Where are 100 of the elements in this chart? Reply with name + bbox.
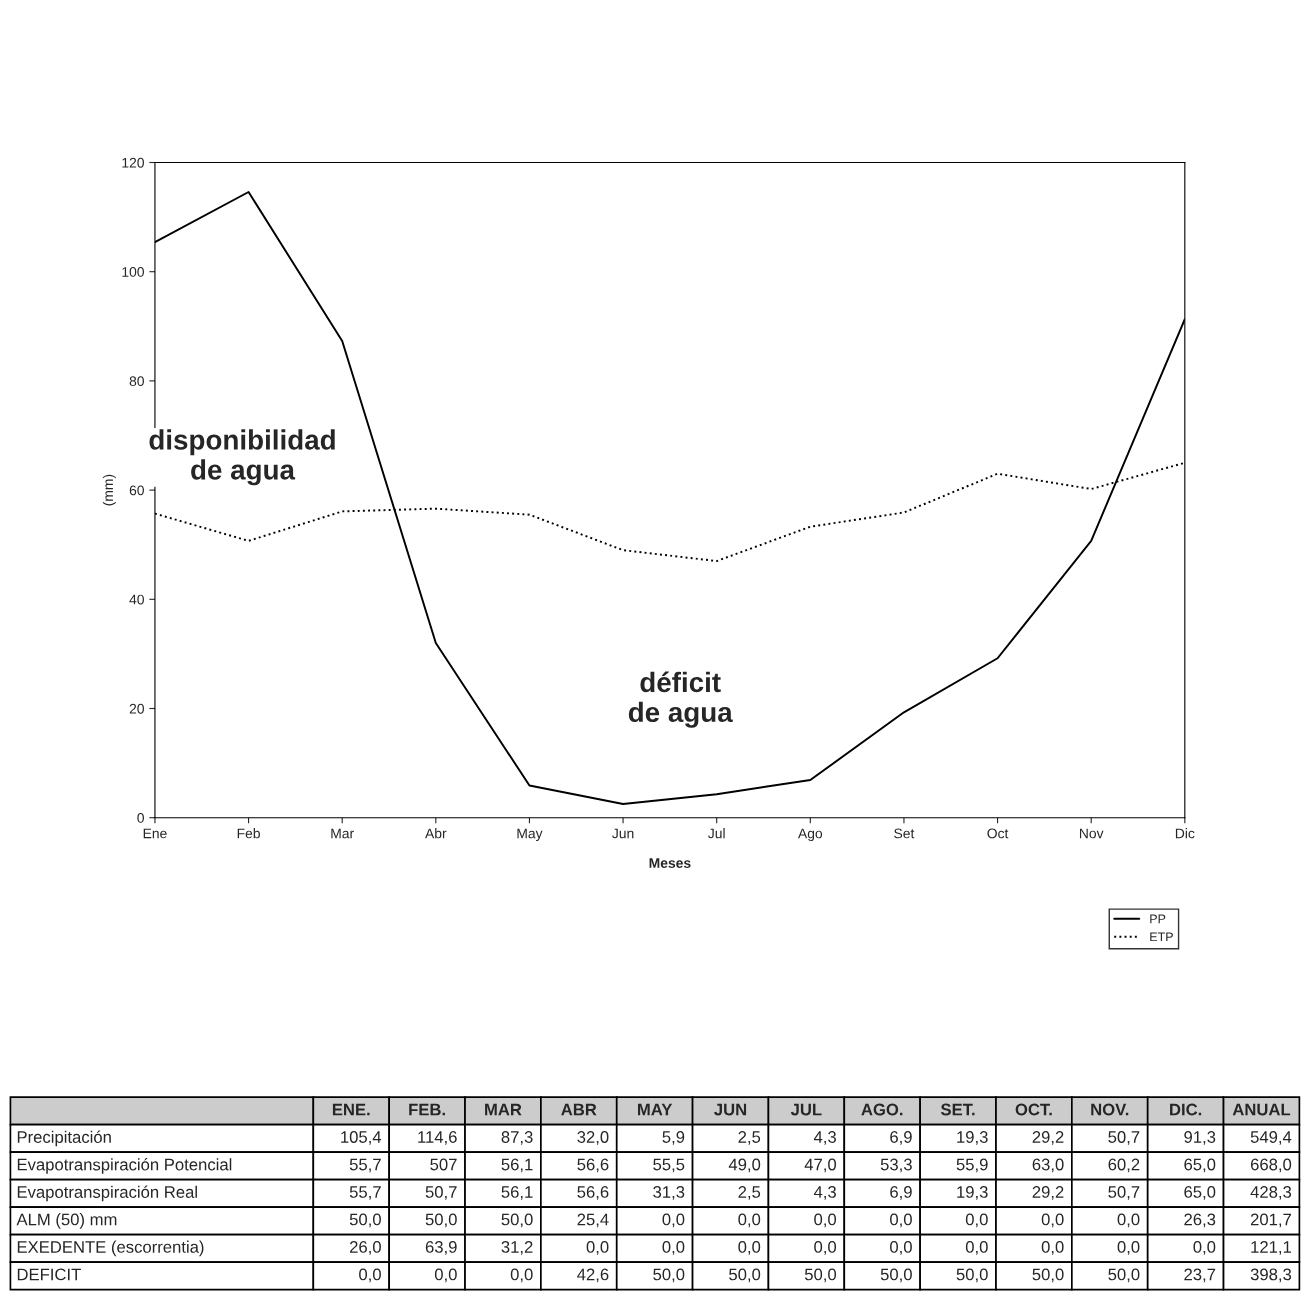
data-label: 25,4 (577, 1213, 609, 1228)
x-tick-label: Abr (425, 828, 447, 839)
category-label: ENE. (332, 1103, 370, 1116)
annotation: disponibilidad de agua (149, 429, 335, 486)
category-label: ABR (561, 1103, 597, 1116)
data-label: 65,0 (1184, 1158, 1216, 1173)
data-label: 114,6 (418, 1131, 457, 1145)
data-label: 26,0 (350, 1241, 381, 1255)
x-tick-label: Mar (331, 828, 354, 839)
data-label: 29,2 (1032, 1186, 1064, 1200)
x-tick-label: Ene (143, 828, 167, 839)
y-axis-title: (mm) (102, 474, 116, 506)
category-label: NOV. (1091, 1103, 1129, 1116)
data-label: 2,5 (738, 1131, 761, 1145)
category-label: FEB. (409, 1103, 445, 1116)
y-tick-label: 0 (137, 813, 144, 823)
category-label: MAR (485, 1103, 522, 1116)
data-label: 53,3 (880, 1158, 912, 1173)
category-label: MAY (638, 1103, 673, 1116)
y-tick-label: 120 (122, 157, 144, 168)
data-label: 6,9 (890, 1131, 912, 1145)
data-label: 55,7 (349, 1158, 381, 1173)
data-label: 49,0 (728, 1158, 761, 1173)
data-label: 398,3 (1250, 1268, 1292, 1283)
data-label: 63,0 (1032, 1158, 1064, 1173)
data-label: 19,3 (957, 1186, 988, 1200)
data-label: 0,0 (662, 1213, 685, 1228)
data-label: 0,0 (890, 1213, 912, 1228)
data-label: 507 (430, 1158, 457, 1171)
data-label: 26,3 (1184, 1213, 1216, 1228)
legend-label: PP (1150, 914, 1166, 924)
data-label: 0,0 (1193, 1241, 1216, 1255)
text: Evapotranspiración Real (17, 1185, 197, 1202)
data-label: 56,1 (501, 1186, 533, 1200)
data-label: 50,0 (425, 1213, 457, 1228)
text: EXEDENTE (escorrentia) (17, 1240, 204, 1257)
data-label: 0,0 (510, 1268, 533, 1283)
data-label: 201,7 (1250, 1213, 1291, 1228)
data-label: 50,0 (804, 1268, 837, 1283)
y-tick-label: 100 (122, 267, 144, 277)
data-label: 0,0 (965, 1213, 988, 1228)
y-tick-label: 60 (129, 485, 144, 496)
x-tick-label: Set (894, 828, 915, 839)
legend-label: ETP (1150, 932, 1173, 942)
data-label: 50,0 (729, 1268, 761, 1283)
data-label: 0,0 (1041, 1241, 1064, 1255)
x-tick-label: May (517, 828, 543, 842)
data-label: 4,3 (813, 1186, 836, 1200)
text: Evapotranspiración Potencial (17, 1158, 232, 1174)
data-label: 2,5 (738, 1186, 761, 1200)
category-label: SET. (940, 1103, 975, 1116)
x-tick-label: Jul (708, 828, 725, 839)
data-label: 65,0 (1184, 1186, 1216, 1200)
data-label: 29,2 (1032, 1131, 1064, 1145)
data-label: 50,0 (956, 1268, 988, 1283)
category-label: JUL (790, 1103, 822, 1116)
x-tick-label: Nov (1079, 828, 1104, 839)
x-tick-label: Feb (237, 828, 260, 839)
data-label: 91,3 (1184, 1131, 1216, 1145)
data-label: 63,9 (425, 1241, 457, 1255)
text: Precipitación (17, 1130, 111, 1147)
x-tick-label: Dic (1175, 828, 1195, 839)
data-label: 0,0 (434, 1268, 457, 1283)
data-label: 0,0 (814, 1213, 837, 1228)
data-label: 50,0 (349, 1213, 381, 1228)
data-label: 55,5 (653, 1158, 685, 1173)
category-label: OCT. (1015, 1103, 1052, 1116)
data-label: 50,7 (1108, 1186, 1140, 1200)
data-label: 31,3 (653, 1186, 685, 1200)
data-label: 6,9 (890, 1186, 912, 1200)
data-label: 47,0 (804, 1158, 837, 1173)
data-label: 105,4 (341, 1131, 382, 1145)
x-tick-label: Ago (797, 828, 823, 842)
data-label: 0,0 (965, 1241, 988, 1255)
data-label: 0,0 (662, 1241, 685, 1255)
data-label: 0,0 (586, 1241, 609, 1255)
data-label: 0,0 (1117, 1213, 1140, 1228)
category-label: AGO. (861, 1103, 903, 1116)
data-label: 50,7 (425, 1186, 457, 1200)
data-label: 55,9 (956, 1158, 988, 1173)
data-label: 50,0 (1108, 1268, 1140, 1283)
data-label: 42,6 (577, 1268, 609, 1283)
data-label: 56,6 (577, 1186, 609, 1200)
data-label: 50,0 (880, 1268, 912, 1283)
y-tick-label: 80 (129, 376, 144, 387)
data-label: 50,7 (1108, 1131, 1140, 1145)
y-tick-label: 20 (129, 703, 144, 714)
text: DEFICIT (17, 1268, 81, 1281)
data-label: 56,6 (577, 1158, 609, 1173)
data-label: 549,4 (1250, 1131, 1292, 1145)
data-label: 5,9 (662, 1131, 685, 1145)
data-label: 32,0 (577, 1131, 609, 1145)
y-tick-label: 40 (129, 594, 144, 605)
data-label: 55,7 (349, 1186, 381, 1200)
category-label: ANUAL (1232, 1103, 1291, 1116)
data-label: 0,0 (738, 1213, 761, 1228)
category-label: JUN (714, 1103, 747, 1116)
data-label: 50,0 (501, 1213, 533, 1228)
data-label: 0,0 (359, 1268, 381, 1283)
data-label: 0,0 (890, 1241, 912, 1255)
